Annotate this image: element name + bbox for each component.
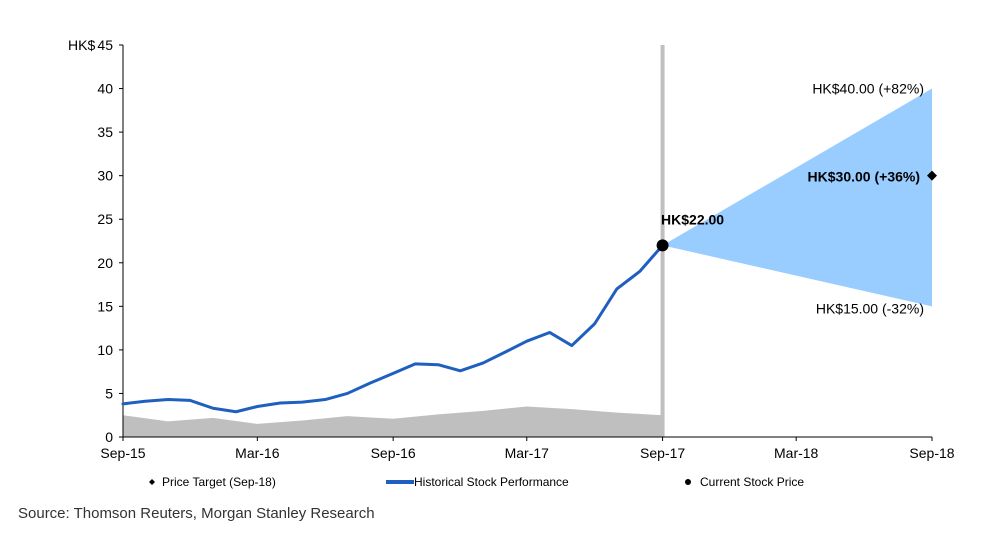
price-target-diamond (927, 170, 937, 181)
forecast-band (662, 88, 932, 307)
legend: Price Target (Sep-18) Historical Stock Pe… (149, 475, 804, 489)
volume-area (123, 406, 663, 437)
y-tick-label: 10 (97, 342, 113, 358)
current-price-dot (656, 239, 669, 252)
legend-marker-current (685, 479, 691, 485)
y-tick-label: 30 (97, 168, 113, 184)
bull-case-annotation: HK$40.00 (+82%) (812, 81, 924, 97)
volume-area-layer (123, 406, 663, 437)
source-note: Source: Thomson Reuters, Morgan Stanley … (18, 505, 375, 522)
y-tick-label: 35 (97, 124, 113, 140)
price-line-layer (121, 243, 665, 414)
x-tick-label: Mar-16 (235, 445, 280, 461)
y-tick-label: 40 (97, 81, 113, 97)
y-tick-label: 20 (97, 255, 113, 271)
x-tick-label: Sep-16 (371, 445, 416, 461)
base-case-annotation: HK$30.00 (+36%) (808, 169, 920, 185)
legend-marker-price-target (149, 479, 155, 485)
legend-label-current: Current Stock Price (700, 475, 804, 489)
x-tick-label: Sep-18 (909, 445, 954, 461)
y-unit-label: HK$ (68, 37, 95, 53)
x-tick-label: Sep-17 (640, 445, 685, 461)
legend-label-price-target: Price Target (Sep-18) (162, 475, 276, 489)
y-tick-label: 15 (97, 298, 113, 314)
historical-price-line (121, 243, 665, 414)
x-tick-label: Mar-18 (774, 445, 819, 461)
y-tick-label: 45 (97, 37, 113, 53)
current-price-annotation: HK$22.00 (661, 211, 724, 227)
marker-layer (656, 170, 937, 252)
annotation-layer: HK$22.00 HK$40.00 (+82%) HK$30.00 (+36%) HK… (661, 81, 924, 317)
forecast-band-layer (662, 88, 932, 307)
x-tick-label: Sep-15 (100, 445, 145, 461)
x-tick-label: Mar-17 (505, 445, 550, 461)
y-tick-label: 0 (105, 429, 113, 445)
y-tick-label: 5 (105, 385, 113, 401)
legend-label-historical: Historical Stock Performance (414, 475, 569, 489)
bear-case-annotation: HK$15.00 (-32%) (816, 300, 924, 316)
y-tick-label: 25 (97, 211, 113, 227)
